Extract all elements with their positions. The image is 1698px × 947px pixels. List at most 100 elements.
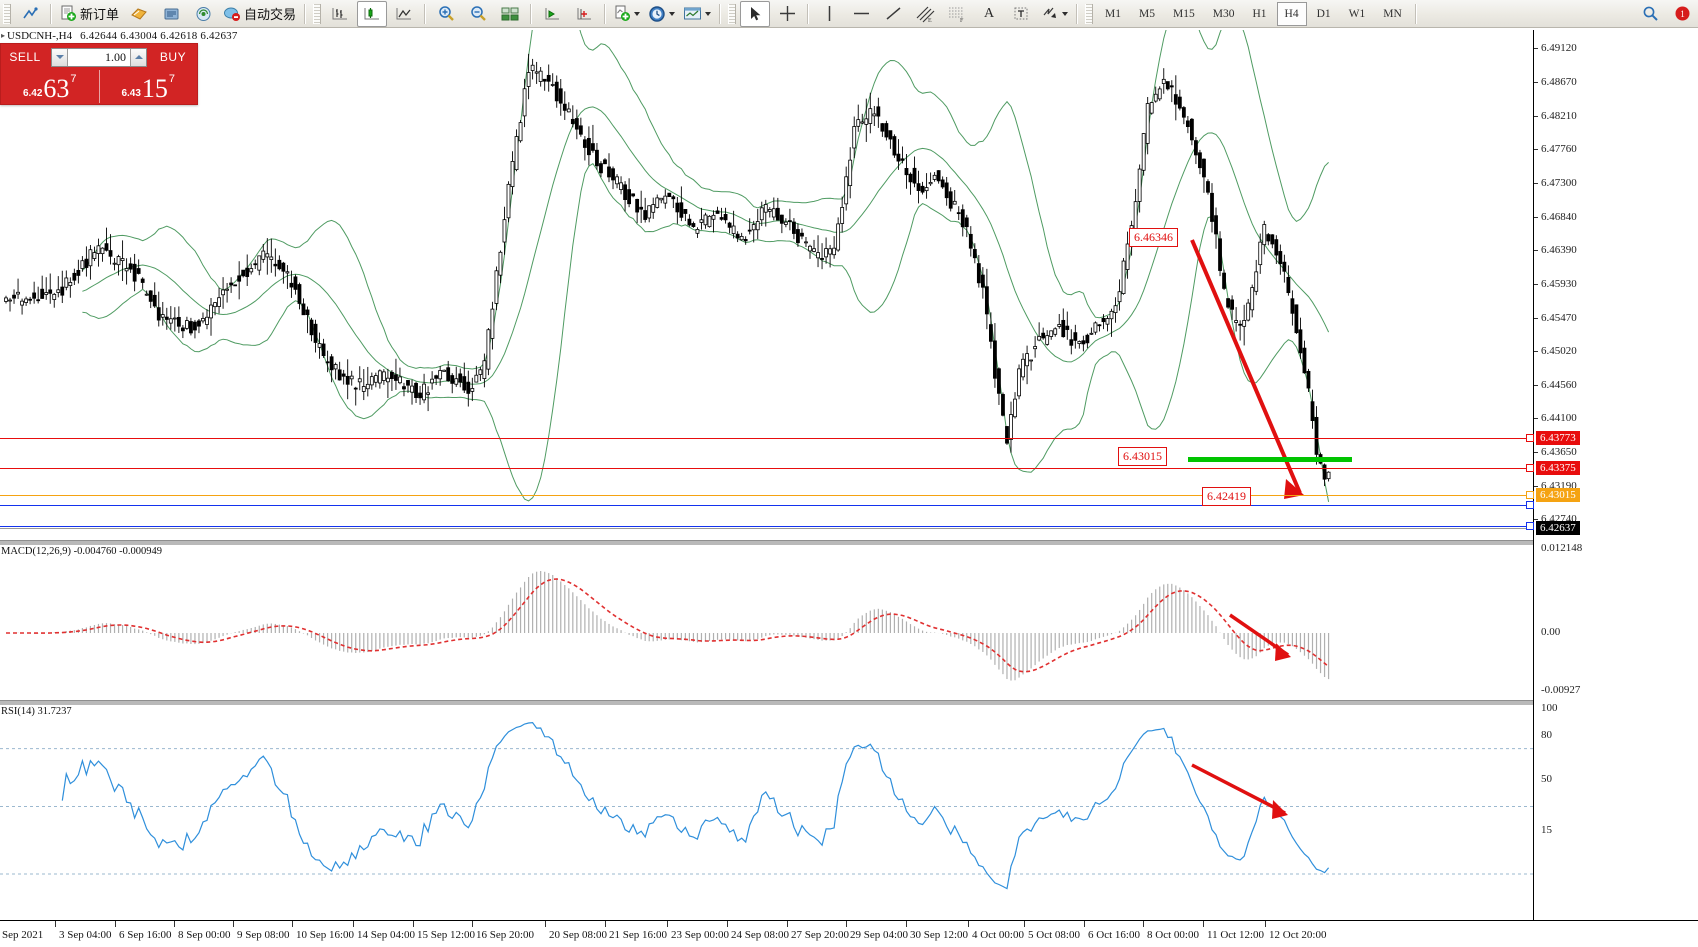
candlestick-chart-icon[interactable] <box>357 0 388 27</box>
chevron-down-icon-2[interactable] <box>669 11 676 16</box>
period-clock-icon[interactable] <box>645 1 678 27</box>
chevron-down-icon[interactable] <box>634 11 641 16</box>
timeframe-m30[interactable]: M30 <box>1212 7 1235 20</box>
price-tag-6.43773[interactable]: 6.43773 <box>1536 431 1580 445</box>
expert-advisors-icon[interactable] <box>124 1 154 27</box>
timeframe-h1[interactable]: H1 <box>1252 7 1267 20</box>
time-axis[interactable]: Sep 2021 3 Sep 04:00 6 Sep 16:00 8 Sep 00:0… <box>0 920 1698 947</box>
time-axis-label: 20 Sep 08:00 <box>549 929 608 941</box>
add-indicator-icon[interactable] <box>611 1 643 27</box>
arrows-tool[interactable] <box>1038 1 1071 27</box>
equidistant-channel-tool[interactable]: E <box>910 1 940 27</box>
time-axis-label: Sep 2021 <box>2 929 44 941</box>
price-axis-label: 6.44560 <box>1541 379 1577 391</box>
support-level-line[interactable] <box>1188 457 1352 462</box>
chart-toolbar-grip[interactable] <box>313 3 322 24</box>
text-label-tool[interactable] <box>1006 1 1036 27</box>
sell-price[interactable]: 6.42 63 7 <box>1 70 99 103</box>
timeframe-m5[interactable]: M5 <box>1139 7 1155 20</box>
cursor-tool[interactable] <box>740 0 771 27</box>
toolbar-separator-2 <box>304 3 307 24</box>
price-tag-6.43015[interactable]: 6.43015 <box>1536 488 1580 502</box>
sell-button[interactable]: SELL <box>9 50 41 64</box>
toolbar-grip[interactable] <box>3 3 11 24</box>
buy-button[interactable]: BUY <box>159 50 187 64</box>
volume-stepper[interactable]: 1.00 <box>51 47 147 67</box>
new-order-button[interactable]: 新订单 <box>57 1 122 27</box>
chevron-down-icon-3[interactable] <box>705 11 712 16</box>
zoom-out-icon[interactable] <box>463 1 493 27</box>
time-axis-label: 9 Sep 08:00 <box>237 929 290 941</box>
volume-input[interactable]: 1.00 <box>105 49 126 64</box>
timeframe-mn[interactable]: MN <box>1383 7 1402 20</box>
vertical-line-tool[interactable] <box>814 1 844 27</box>
chart-label-6.42419[interactable]: 6.42419 <box>1202 487 1251 506</box>
svg-text:F: F <box>960 18 964 23</box>
volume-increase-button[interactable] <box>130 48 146 66</box>
one-click-trading-panel[interactable]: SELL 1.00 BUY 6.42 63 7 6.43 15 7 <box>0 43 198 105</box>
price-line-handle[interactable] <box>1526 491 1534 499</box>
timeframe-m1[interactable]: M1 <box>1105 7 1122 20</box>
price-axis-label: 6.45470 <box>1541 312 1577 324</box>
price-axis-label: 6.48210 <box>1541 110 1577 122</box>
axis-tick <box>1534 284 1538 285</box>
collapse-icon[interactable]: ▸ <box>1 31 6 40</box>
price-line-6.43375[interactable] <box>0 468 1533 469</box>
timeframe-w1[interactable]: W1 <box>1348 7 1366 20</box>
price-line-handle[interactable] <box>1526 434 1534 442</box>
price-axis-label: 6.46390 <box>1541 244 1577 256</box>
autotrading-label: 自动交易 <box>244 8 297 23</box>
price-line-6.43015[interactable] <box>0 495 1533 496</box>
buy-price[interactable]: 6.43 15 7 <box>98 70 198 103</box>
autotrading-button[interactable]: 自动交易 <box>220 1 299 27</box>
auto-scroll-icon[interactable] <box>569 1 599 27</box>
search-icon[interactable] <box>1635 1 1665 27</box>
price-line-6.42307[interactable] <box>0 505 1533 506</box>
timeframe-h4[interactable]: H4 <box>1276 1 1307 26</box>
time-axis-label: 24 Sep 08:00 <box>731 929 790 941</box>
axis-tick <box>1534 385 1538 386</box>
time-axis-label: 3 Sep 04:00 <box>59 929 112 941</box>
price-tag-6.43375[interactable]: 6.43375 <box>1536 461 1580 475</box>
connection-icon[interactable] <box>15 1 45 27</box>
notifications-icon[interactable]: 1 <box>1667 1 1697 27</box>
timeframe-m15[interactable]: M15 <box>1173 7 1195 20</box>
price-line-handle[interactable] <box>1526 501 1534 509</box>
price-line-6.41969[interactable] <box>0 526 1533 527</box>
horizontal-line-tool[interactable] <box>846 1 876 27</box>
chart-label-6.46346[interactable]: 6.46346 <box>1129 228 1178 247</box>
chart-label-6.43015[interactable]: 6.43015 <box>1118 447 1167 466</box>
text-tool[interactable]: A <box>983 5 995 21</box>
timeframe-d1[interactable]: D1 <box>1316 7 1331 20</box>
templates-icon[interactable] <box>680 1 714 27</box>
axis-tick <box>1534 486 1538 487</box>
timeframe-toolbar-grip[interactable] <box>1085 3 1094 24</box>
shift-end-icon[interactable] <box>537 1 567 27</box>
rsi-pane[interactable]: RSI(14) 31.7237 <box>0 705 1533 920</box>
price-axis[interactable]: 6.49120 6.48670 6.48210 6.47760 6.47300 6.468… <box>1533 30 1698 920</box>
signals-icon[interactable] <box>188 1 218 27</box>
volume-decrease-button[interactable] <box>52 48 68 66</box>
price-line-handle[interactable] <box>1526 522 1534 530</box>
macd-axis-label: -0.00927 <box>1541 684 1581 696</box>
crosshair-tool[interactable] <box>772 1 802 27</box>
tile-windows-icon[interactable] <box>495 1 525 27</box>
drawing-toolbar-grip[interactable] <box>728 3 737 24</box>
rsi-axis-label: 100 <box>1541 702 1558 714</box>
time-axis-label: 6 Oct 16:00 <box>1088 929 1140 941</box>
chevron-down-icon-4[interactable] <box>1062 11 1069 16</box>
price-line-handle[interactable] <box>1526 464 1534 472</box>
price-line-6.43773[interactable] <box>0 438 1533 439</box>
bar-chart-icon[interactable] <box>325 1 355 27</box>
price-line-6.42637[interactable] <box>0 528 1533 529</box>
axis-tick <box>1534 116 1538 117</box>
line-chart-icon[interactable] <box>389 1 419 27</box>
fibonacci-tool[interactable]: F <box>942 1 972 27</box>
trendline-tool[interactable] <box>878 1 908 27</box>
macd-pane[interactable]: MACD(12,26,9) -0.004760 -0.000949 <box>0 545 1533 700</box>
toolbar-separator-7 <box>807 3 810 24</box>
price-tag-6.42637[interactable]: 6.42637 <box>1536 521 1580 535</box>
terminal-window-icon[interactable] <box>156 1 186 27</box>
price-chart-pane[interactable] <box>0 30 1533 538</box>
zoom-in-icon[interactable] <box>431 1 461 27</box>
